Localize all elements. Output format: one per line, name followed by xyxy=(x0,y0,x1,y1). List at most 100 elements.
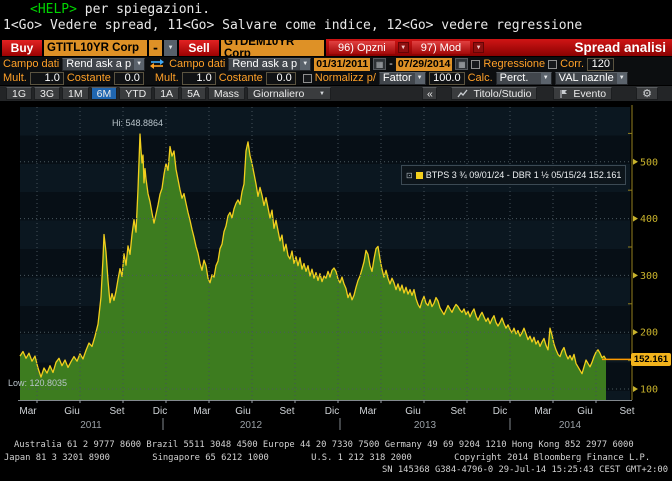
y-axis: 100 200 300 400 500 xyxy=(18,105,658,401)
field1-value: Rend ask a p xyxy=(66,58,132,70)
calendar-icon[interactable]: ▦ xyxy=(373,58,387,70)
parameter-row-1: Campo dati Rend ask a p ▼ Campo dati Rend… xyxy=(0,57,672,71)
options-dropdown-icon[interactable]: ▼ xyxy=(397,42,409,53)
svg-text:300: 300 xyxy=(640,271,658,282)
chart-legend[interactable]: ⊡ BTPS 3 ¾ 09/01/24 - DBR 1 ½ 05/15/24 1… xyxy=(401,165,627,185)
corr-checkbox[interactable] xyxy=(548,59,558,69)
study-button[interactable]: Titolo/Studio xyxy=(451,87,538,100)
factor-dropdown[interactable]: Fattor ▼ xyxy=(378,71,426,85)
x-axis: Mar Giu Set Dic Mar Giu Set Dic Mar Giu Set Dic Mar G… xyxy=(19,400,635,431)
svg-text:Giu: Giu xyxy=(235,406,251,417)
date-from-field[interactable]: 01/31/2011 xyxy=(314,57,371,71)
regression-checkbox[interactable] xyxy=(471,59,481,69)
spread-chart[interactable]: 100 200 300 400 500 Mar Giu Set Dic Mar Giu Set Dic M… xyxy=(0,101,672,435)
svg-text:Giu: Giu xyxy=(64,406,80,417)
field1-dropdown[interactable]: Rend ask a p ▼ xyxy=(62,57,146,71)
buy-security-field[interactable]: GTITL10YR Corp xyxy=(44,39,147,56)
svg-text:Dic: Dic xyxy=(325,406,339,417)
mult2-field[interactable]: 1.0 xyxy=(181,71,216,85)
const2-label: Costante xyxy=(218,72,263,84)
val-dropdown-icon: ▼ xyxy=(616,72,627,84)
edit-dropdown-icon[interactable]: ▼ xyxy=(473,42,485,53)
page-title: Spread analisi xyxy=(574,40,666,55)
swap-fields-icon[interactable] xyxy=(148,58,166,70)
edit-button[interactable]: 97) Mod xyxy=(411,41,471,54)
const2-field[interactable]: 0.0 xyxy=(265,71,296,85)
mult1-label: Mult. xyxy=(3,72,27,84)
operator-field[interactable]: - xyxy=(149,39,162,56)
calc-mode-value: Perct. xyxy=(499,72,529,84)
field2-dropdown[interactable]: Rend ask a p ▼ xyxy=(228,57,312,71)
event-flag-icon xyxy=(559,89,569,99)
chart-icon xyxy=(457,89,469,99)
footer-contacts-line2: Japan 81 3 3201 8900 Singapore 65 6212 1… xyxy=(4,452,651,463)
legend-expand-icon[interactable]: ⊡ xyxy=(406,170,413,180)
frequency-dropdown-icon: ▼ xyxy=(319,90,325,97)
svg-text:Mar: Mar xyxy=(359,406,377,417)
calendar-icon[interactable]: ▦ xyxy=(455,58,469,70)
svg-text:200: 200 xyxy=(640,328,658,339)
date-to-field[interactable]: 07/29/2014 xyxy=(395,57,453,71)
svg-text:Dic: Dic xyxy=(493,406,507,417)
mult2-label: Mult. xyxy=(154,72,179,84)
tab-mass[interactable]: Mass xyxy=(207,87,245,100)
svg-text:Set: Set xyxy=(109,406,124,417)
svg-text:Set: Set xyxy=(619,406,634,417)
sell-security-field[interactable]: GTDEM10YR Corp xyxy=(221,36,324,60)
calc-label: Calc. xyxy=(467,72,493,84)
tab-1m[interactable]: 1M xyxy=(62,87,89,100)
event-button[interactable]: Evento xyxy=(553,87,613,100)
svg-text:Giu: Giu xyxy=(577,406,593,417)
field2-label: Campo dati xyxy=(169,58,226,70)
frequency-dropdown[interactable]: Giornaliero ▼ xyxy=(247,87,331,100)
operator-dropdown-icon[interactable]: ▼ xyxy=(164,39,177,56)
svg-text:Giu: Giu xyxy=(405,406,421,417)
tab-6m-active[interactable]: 6M xyxy=(90,87,118,100)
const1-label: Costante xyxy=(66,72,111,84)
val-mode-value: VAL naznle xyxy=(558,72,614,84)
command-line: 1<Go> Vedere spread, 11<Go> Salvare come… xyxy=(3,18,583,33)
tab-ytd[interactable]: YTD xyxy=(119,87,153,100)
field1-dropdown-icon: ▼ xyxy=(134,58,145,70)
tab-1g[interactable]: 1G xyxy=(6,87,33,100)
field2-value: Rend ask a p xyxy=(232,58,298,70)
footer-contacts-line1: Australia 61 2 9777 8600 Brazil 5511 304… xyxy=(14,440,634,450)
svg-text:2013: 2013 xyxy=(414,420,437,431)
terminal-footer: Australia 61 2 9777 8600 Brazil 5511 304… xyxy=(0,439,672,477)
calc-mode-dropdown[interactable]: Perct. ▼ xyxy=(495,71,552,85)
svg-text:2014: 2014 xyxy=(559,420,582,431)
buy-button[interactable]: Buy xyxy=(2,39,42,56)
val-mode-dropdown[interactable]: VAL naznle ▼ xyxy=(554,71,628,85)
sell-button[interactable]: Sell xyxy=(179,39,219,56)
collapse-button[interactable]: « xyxy=(422,87,438,100)
field2-dropdown-icon: ▼ xyxy=(300,58,311,70)
svg-text:400: 400 xyxy=(640,214,658,225)
date-separator: - xyxy=(389,58,393,70)
tab-5a[interactable]: 5A xyxy=(181,87,206,100)
gear-icon[interactable]: ⚙ xyxy=(636,87,658,100)
options-button[interactable]: 96) Opzni xyxy=(329,41,395,54)
mult1-field[interactable]: 1.0 xyxy=(29,71,64,85)
legend-text: BTPS 3 ¾ 09/01/24 - DBR 1 ½ 05/15/24 152… xyxy=(425,170,622,180)
chart-gridlines xyxy=(20,107,630,400)
help-tag[interactable]: <HELP> xyxy=(30,2,77,17)
event-button-label: Evento xyxy=(573,87,607,100)
range-tab-bar: 1G 3G 1M 6M YTD 1A 5A Mass Giornaliero ▼ … xyxy=(0,86,672,102)
frequency-value: Giornaliero xyxy=(253,87,305,100)
svg-text:500: 500 xyxy=(640,157,658,168)
tab-1a[interactable]: 1A xyxy=(154,87,180,100)
factor-value-field[interactable]: 100.0 xyxy=(428,71,465,85)
menu-bar: 96) Opzni ▼ 97) Mod ▼ Spread analisi xyxy=(326,39,672,56)
footer-session-line: SN 145368 G384-4796-0 29-Jul-14 15:25:43… xyxy=(382,465,668,475)
svg-text:Set: Set xyxy=(450,406,465,417)
corr-window-field[interactable]: 120 xyxy=(587,57,615,71)
svg-text:100: 100 xyxy=(640,385,658,396)
legend-swatch xyxy=(415,171,423,179)
normalize-checkbox[interactable] xyxy=(302,73,312,83)
help-line-text: per spiegazioni. xyxy=(76,2,211,17)
security-toolbar: Buy GTITL10YR Corp - ▼ Sell GTDEM10YR Co… xyxy=(0,36,672,60)
const1-field[interactable]: 0.0 xyxy=(113,71,144,85)
tab-3g[interactable]: 3G xyxy=(34,87,61,100)
regression-label: Regressione xyxy=(483,58,546,70)
